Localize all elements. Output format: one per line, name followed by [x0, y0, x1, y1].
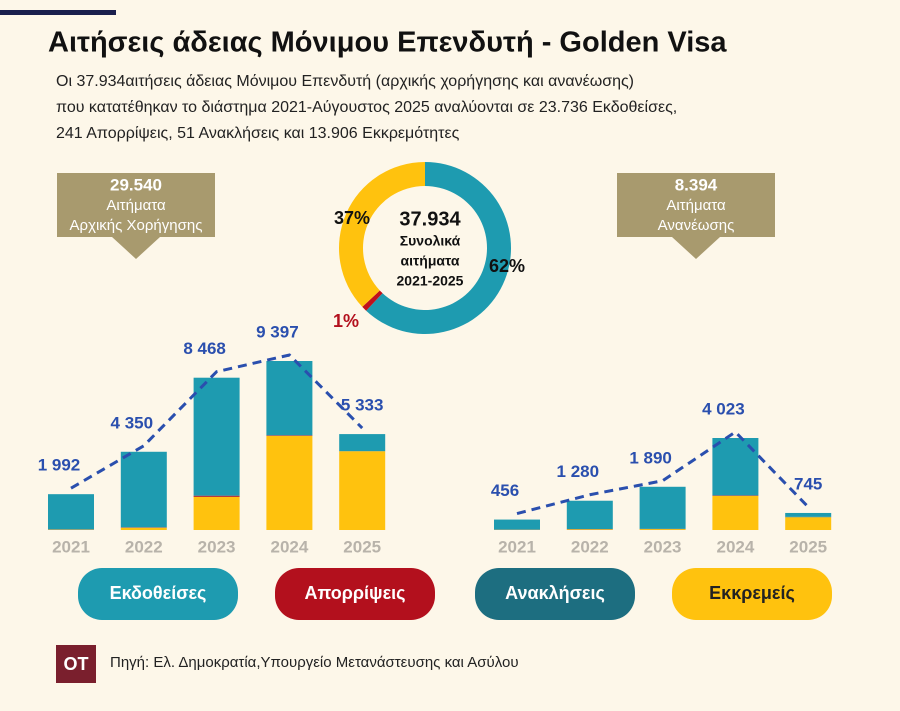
bar-segment: [639, 529, 686, 530]
year-label: 2024: [716, 537, 754, 556]
bar-segment: [120, 451, 167, 528]
banner-text: Αρχικής Χορήγησης: [70, 217, 203, 234]
total-line: [516, 430, 810, 516]
bar-segment: [566, 529, 613, 530]
total-label: 8 468: [183, 339, 226, 358]
donut-slice: [366, 162, 511, 334]
bar-segment: [639, 486, 686, 529]
legend-label: Εκδοθείσες: [110, 583, 207, 603]
banner-text: Αιτήματα: [666, 197, 726, 214]
description: Οι 37.934αιτήσεις άδειας Μόνιμου Επενδυτ…: [56, 73, 634, 90]
logo-text: OT: [64, 654, 89, 674]
title: Αιτήσεις άδειας Μόνιμου Επενδυτή - Golde…: [48, 27, 727, 59]
bar-segment: [339, 451, 386, 530]
banner: [617, 173, 775, 259]
bar-segment: [48, 494, 94, 530]
bar-segment: [785, 517, 832, 530]
total-label: 456: [491, 481, 519, 500]
banner-text: 29.540: [110, 175, 162, 194]
bar-segment: [193, 496, 240, 530]
description: 241 Απορρίψεις, 51 Ανακλήσεις και 13.906…: [56, 125, 460, 142]
bar-segment: [494, 519, 540, 530]
bar-segment: [193, 495, 240, 497]
legend-pill: [672, 568, 832, 620]
year-label: 2021: [52, 537, 90, 556]
legend-label: Ανακλήσεις: [505, 583, 605, 603]
bar-segment: [339, 434, 386, 452]
total-label: 9 397: [256, 322, 299, 341]
year-label: 2023: [644, 537, 682, 556]
source: Πηγή: Ελ. Δημοκρατία,Υπουργείο Μετανάστε…: [110, 654, 519, 671]
legend-pill: [275, 568, 435, 620]
year-label: 2024: [270, 537, 308, 556]
year-label: 2022: [125, 537, 163, 556]
legend-label: Απορρίψεις: [304, 583, 405, 603]
year-label: 2025: [789, 537, 827, 556]
total-label: 1 992: [38, 456, 81, 475]
year-label: 2023: [198, 537, 236, 556]
total-line: [70, 353, 364, 490]
top-rule: [0, 10, 116, 15]
banner-text: Αιτήματα: [106, 197, 166, 214]
bar-segment: [566, 500, 613, 530]
year-label: 2022: [571, 537, 609, 556]
total-label: 1 890: [629, 448, 672, 467]
center-text: 2021-2025: [397, 273, 464, 289]
bar-segment: [785, 512, 832, 517]
donut-slice: [362, 290, 383, 311]
banner-text: Ανανέωσης: [658, 217, 735, 234]
total-label: 1 280: [557, 462, 600, 481]
bar-segment: [266, 361, 313, 436]
banner-text: 8.394: [675, 175, 718, 194]
total-label: 4 023: [702, 399, 745, 418]
center-text: 37.934: [399, 208, 461, 230]
total-label: 745: [794, 474, 822, 493]
slice-label: 1%: [333, 311, 359, 331]
bar-segment: [266, 435, 313, 436]
bar-segment: [266, 435, 313, 530]
legend-label: Εκκρεμείς: [709, 583, 795, 603]
total-label: 4 350: [111, 413, 154, 432]
logo: [56, 645, 96, 683]
slice-label: 37%: [334, 208, 370, 228]
bar-segment: [120, 527, 167, 530]
bar-segment: [193, 377, 240, 496]
legend-pill: [78, 568, 238, 620]
banner: [57, 173, 215, 259]
donut-slice: [338, 162, 425, 307]
bar-segment: [712, 495, 759, 530]
slice-label: 62%: [489, 256, 525, 276]
center-text: Συνολικά: [400, 233, 461, 249]
year-label: 2025: [343, 537, 381, 556]
legend-pill: [475, 568, 635, 620]
year-label: 2021: [498, 537, 536, 556]
description: που κατατέθηκαν το διάστημα 2021-Αύγουστ…: [56, 99, 677, 116]
total-label: 5 333: [341, 396, 384, 415]
center-text: αιτήματα: [401, 253, 460, 269]
